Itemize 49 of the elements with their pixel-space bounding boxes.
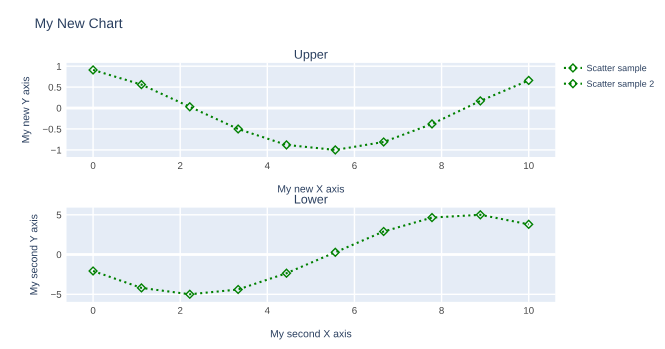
point: [524, 220, 534, 229]
point: [330, 248, 340, 257]
x-tick-label: 4: [264, 307, 270, 314]
y-axis-title: My new Y axis: [22, 76, 32, 142]
chart-title: Upper: [294, 50, 328, 62]
point: [136, 80, 146, 90]
x-tick-label: 0: [90, 162, 96, 170]
text: My New Chart: [36, 18, 122, 31]
point: [427, 119, 437, 129]
x-tick-label: 6: [352, 162, 357, 170]
point: [379, 226, 388, 236]
x-tick-label: 10: [524, 307, 534, 314]
y-axis-title: My second Y axis: [30, 214, 40, 295]
x-tick-label: 4: [264, 162, 270, 169]
point: [88, 65, 98, 75]
point: [88, 266, 98, 276]
point: [282, 268, 292, 278]
x-axis-title: My second X axis: [270, 330, 352, 340]
x-axis-title: My new X axis: [278, 184, 344, 195]
x-tick-label: 0: [90, 307, 96, 314]
point: [136, 283, 146, 293]
point: [234, 124, 243, 134]
x-tick-label: 2: [178, 162, 182, 169]
y-tick-label: 0: [56, 251, 62, 258]
point: [234, 284, 243, 294]
x-tick-label: 8: [439, 162, 444, 170]
y-tick-label: 0.5: [48, 84, 62, 91]
point: [379, 137, 388, 147]
y-tick-label: −0.5: [42, 126, 62, 133]
x-tick-label: 8: [439, 307, 444, 314]
point: [185, 102, 194, 112]
point: [524, 76, 534, 86]
legend-label: Scatter sample 2: [586, 80, 654, 89]
point: [476, 210, 485, 220]
legend-label: Scatter sample: [586, 64, 646, 73]
y-tick-label: 1: [56, 63, 62, 70]
chart-title: Lower: [294, 194, 328, 204]
point: [330, 145, 340, 155]
point: [427, 212, 437, 222]
point: [476, 96, 485, 106]
x-tick-label: 6: [352, 307, 357, 314]
x-tick-label: 10: [524, 162, 534, 170]
x-tick-label: 2: [178, 307, 182, 314]
y-tick-label: 0: [56, 104, 62, 112]
point: [282, 140, 292, 150]
point: [185, 290, 194, 299]
y-tick-label: −5: [51, 291, 62, 298]
y-tick-label: 5: [56, 212, 62, 218]
y-tick-label: −1: [51, 146, 62, 154]
